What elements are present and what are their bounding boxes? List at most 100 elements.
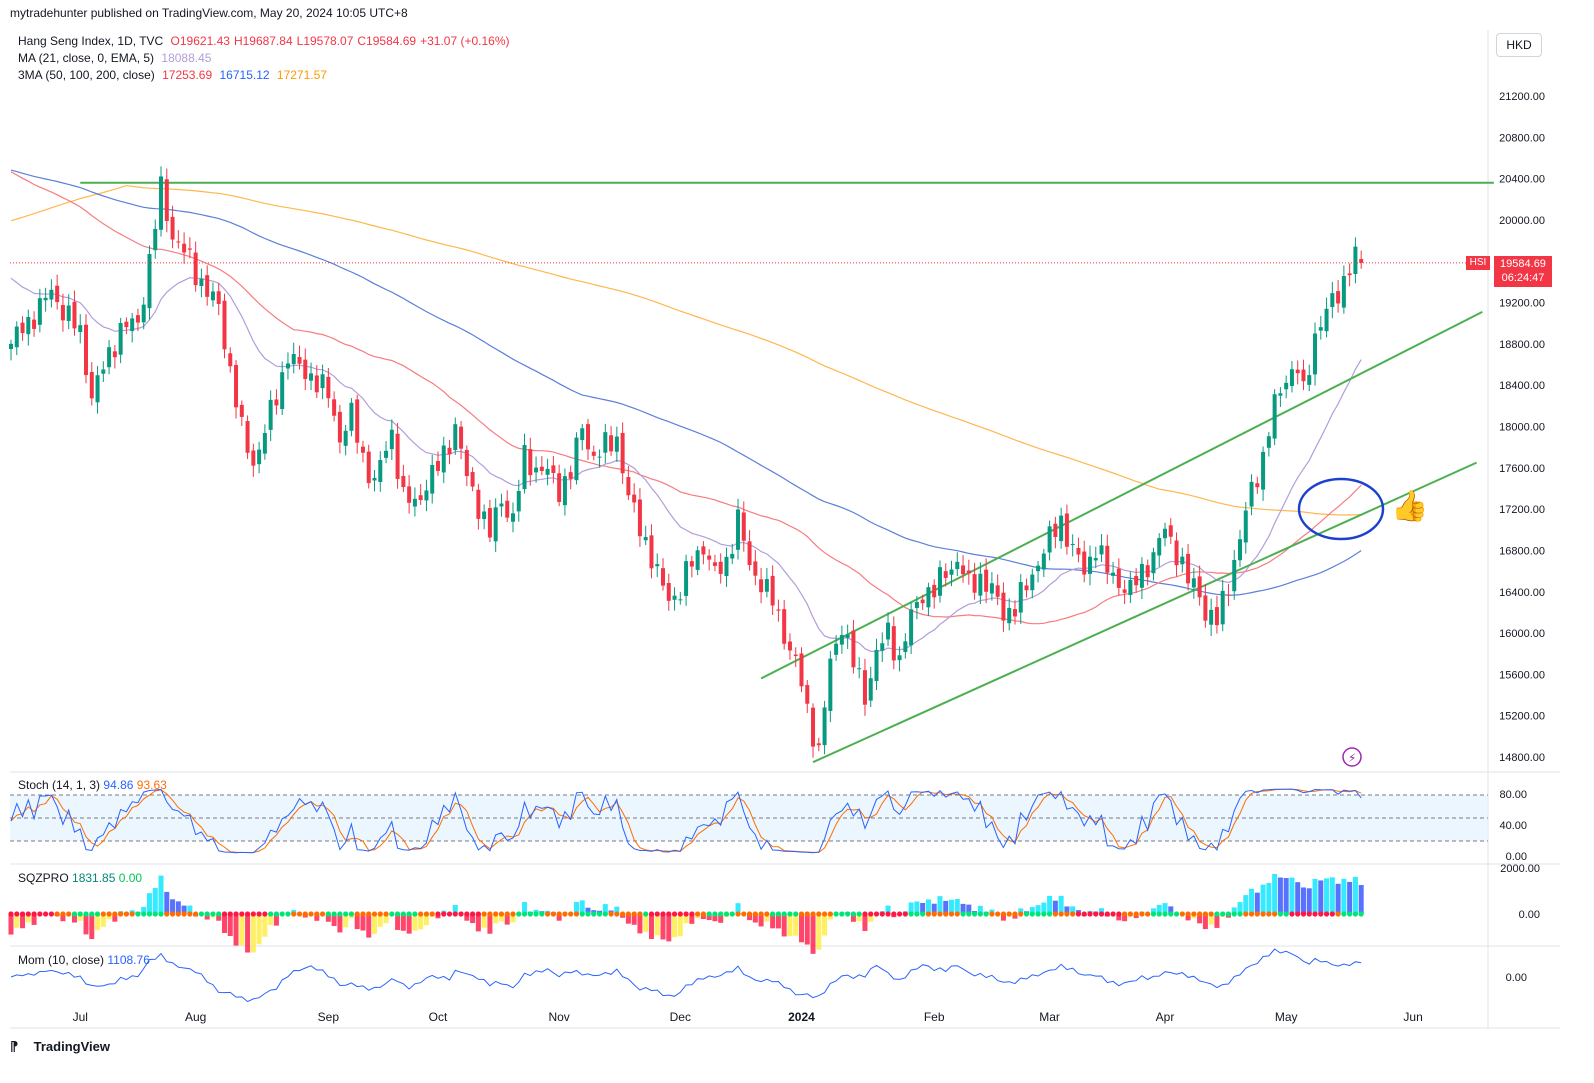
sqz-bar <box>931 903 937 914</box>
sqz-dot <box>169 911 176 917</box>
candle-body <box>1059 515 1064 542</box>
candle-body <box>978 573 983 596</box>
sqz-dot <box>389 911 395 917</box>
sqz-dot <box>325 911 331 917</box>
sqz-bar <box>1358 885 1364 914</box>
sqz-bar <box>141 906 147 914</box>
sqz-bar <box>798 914 804 943</box>
sqz-bar <box>787 914 793 937</box>
sqz-bar <box>868 914 874 922</box>
sqz-dot <box>983 911 989 917</box>
candle-body <box>1047 526 1052 553</box>
candle-body <box>1249 481 1254 507</box>
sqz-dot <box>1150 911 1157 917</box>
sqz-bar <box>187 905 193 914</box>
candle-body <box>332 399 337 416</box>
sqz-bar <box>1214 914 1220 928</box>
candle-body <box>407 486 412 503</box>
sqz-bar <box>804 914 810 945</box>
stoch-tick-label: 40.00 <box>1499 820 1527 832</box>
sqz-dot <box>937 911 943 917</box>
sqz-dot <box>262 911 268 917</box>
sqz-bar <box>712 914 718 922</box>
sqz-dot <box>671 911 678 917</box>
sqz-dot <box>920 911 926 917</box>
sqz-dot <box>850 911 857 917</box>
sqz-dot <box>470 911 476 917</box>
sqz-dot <box>677 911 683 917</box>
candle-body <box>880 643 885 651</box>
candle-body <box>1238 539 1243 561</box>
sqz-bar <box>158 875 164 914</box>
candle-body <box>1232 559 1237 592</box>
sqz-dot <box>596 911 603 917</box>
candle-body <box>557 473 562 502</box>
candle-body <box>897 655 902 661</box>
sqz-dot <box>1168 911 1174 917</box>
candle-body <box>678 599 683 601</box>
ma200-value: 17271.57 <box>276 68 327 82</box>
sqz-dot <box>591 911 597 917</box>
candle-body <box>355 399 360 443</box>
sqz-dot <box>1266 911 1272 917</box>
candle-body <box>389 429 394 450</box>
candle-body <box>66 305 71 322</box>
sqz-dot <box>268 911 274 917</box>
sqz-bar <box>775 914 781 929</box>
sqz-dot <box>683 911 689 917</box>
sqz-bar <box>827 914 833 920</box>
sqz-dot <box>360 911 366 917</box>
sqz-bar <box>573 901 579 914</box>
candle-body <box>1070 543 1075 546</box>
sqz-dot <box>1064 911 1070 917</box>
sqz-dot <box>1162 911 1168 917</box>
candle-body <box>1261 451 1266 490</box>
sqz-bar <box>100 914 106 927</box>
candle-body <box>932 584 937 598</box>
sqz-dot <box>146 911 153 917</box>
candle-body <box>337 411 342 443</box>
high-value: H19687.84 <box>233 34 293 48</box>
candle-body <box>1163 528 1167 539</box>
candle-body <box>741 512 746 541</box>
symbol-tag: HSI <box>1466 256 1490 270</box>
sqz-dot <box>770 911 776 917</box>
ma-value: 18088.45 <box>161 51 212 65</box>
candle-body <box>545 468 550 475</box>
sqz-dot <box>118 911 124 917</box>
candle-body <box>487 508 492 538</box>
candle-body <box>1082 551 1087 575</box>
candle-body <box>372 477 377 481</box>
sqz-bar <box>233 914 239 946</box>
sqz-bar <box>1197 914 1203 924</box>
sqz-bar <box>666 914 672 942</box>
sqz-dot <box>781 911 787 917</box>
candle-body <box>1111 572 1116 576</box>
sqz-dot <box>1352 911 1359 917</box>
candle-body <box>1313 333 1318 375</box>
candle-body <box>118 322 123 355</box>
candle-body <box>447 447 452 455</box>
sqz-bar <box>343 914 349 928</box>
sqz-bar <box>493 914 499 924</box>
sqz-bar <box>810 914 816 954</box>
sqz-bar <box>960 903 966 914</box>
sqz-bar <box>1052 900 1058 914</box>
candle-body <box>164 179 169 221</box>
sqz-dot <box>1277 911 1283 917</box>
sqz-bar <box>1156 904 1162 914</box>
sqz-dot <box>1248 911 1255 917</box>
sqz-dot <box>1300 911 1307 917</box>
sqz-bar <box>614 906 620 914</box>
sqz-dot <box>1329 911 1335 917</box>
candle-body <box>793 654 798 656</box>
candle-body <box>234 364 239 408</box>
sqz-dot <box>620 911 626 917</box>
sqz-bar <box>77 914 83 921</box>
candle-body <box>285 363 290 369</box>
candle-body <box>1186 553 1191 584</box>
currency-button[interactable]: HKD <box>1496 33 1542 57</box>
symbol-label: Hang Seng Index, 1D, TVC <box>18 34 164 48</box>
sqz-bar <box>966 904 972 914</box>
